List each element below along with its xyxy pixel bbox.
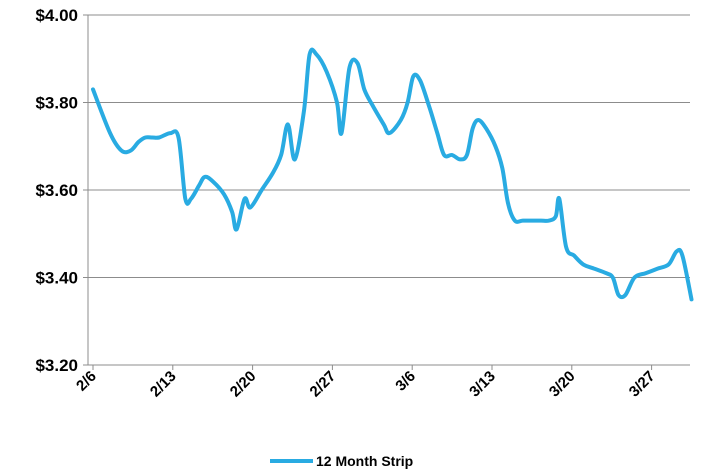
axes xyxy=(83,14,690,370)
x-tick-label: 2/20 xyxy=(227,368,260,401)
y-tick-label: $3.80 xyxy=(35,94,78,113)
x-tick-label: 3/27 xyxy=(626,368,659,401)
gridlines xyxy=(88,14,690,278)
y-tick-label: $4.00 xyxy=(35,6,78,25)
x-tick-label: 3/13 xyxy=(466,368,499,401)
series-lines xyxy=(91,47,694,302)
y-tick-label: $3.40 xyxy=(35,269,78,288)
x-tick-label: 2/13 xyxy=(147,368,180,401)
legend-label: 12 Month Strip xyxy=(316,453,413,469)
series-line-0 xyxy=(91,47,694,302)
x-tick-label: 2/27 xyxy=(307,368,340,401)
y-tick-label: $3.20 xyxy=(35,356,78,375)
y-tick-labels: $3.20 $3.40 $3.60 $3.80 $4.00 xyxy=(35,6,78,375)
legend: 12 Month Strip xyxy=(270,453,413,469)
y-tick-label: $3.60 xyxy=(35,181,78,200)
x-tick-label: 3/20 xyxy=(546,368,579,401)
x-tick-labels: 2/62/132/202/273/63/133/203/274/34/104/1… xyxy=(73,368,659,401)
x-tick-label: 3/6 xyxy=(392,368,419,395)
